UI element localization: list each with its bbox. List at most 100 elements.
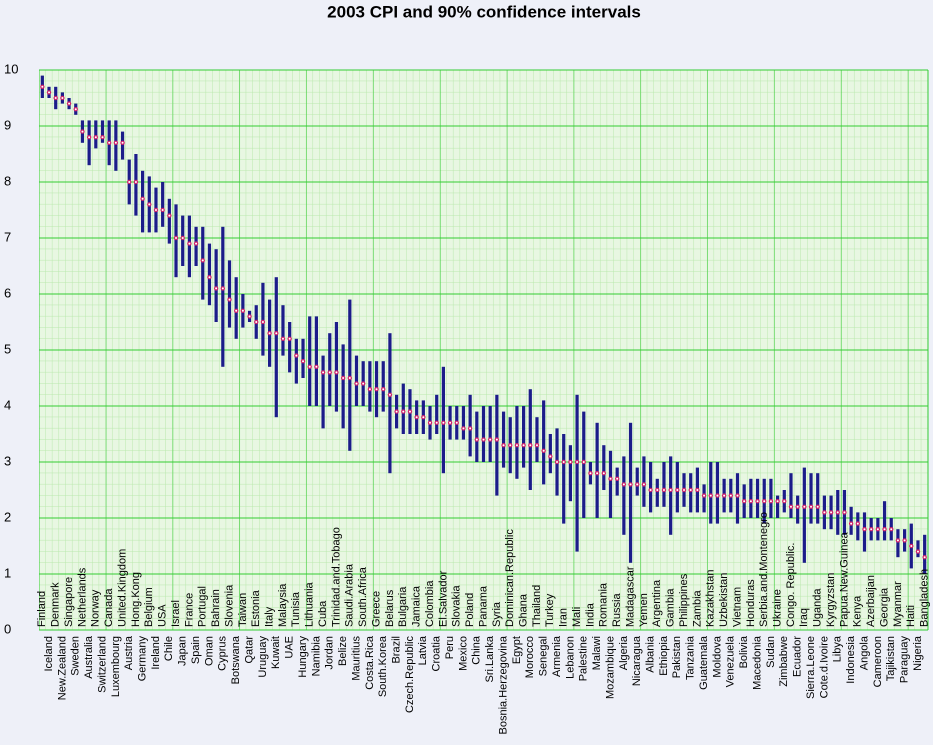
x-tick-label: Ghana bbox=[518, 593, 530, 627]
x-tick-label: Namibia bbox=[310, 635, 322, 676]
cpi-point bbox=[60, 95, 65, 101]
cpi-point bbox=[902, 538, 907, 543]
interval-bar bbox=[715, 462, 720, 524]
cpi-point bbox=[233, 308, 239, 313]
interval-bar bbox=[201, 226, 205, 300]
interval-bar bbox=[167, 198, 171, 244]
x-tick-label: Armenia bbox=[551, 635, 563, 677]
cpi-point bbox=[120, 140, 125, 145]
interval-bar bbox=[261, 282, 265, 356]
interval-bar bbox=[769, 478, 773, 518]
x-tick-label: Egypt bbox=[511, 636, 523, 664]
interval-bar bbox=[582, 411, 586, 518]
cpi-point bbox=[360, 381, 366, 386]
x-tick-label: Tunisia bbox=[290, 591, 302, 627]
x-tick-label: Czech.Republic bbox=[404, 636, 416, 714]
cpi-point bbox=[614, 476, 620, 481]
x-tick-label: Tajikistan bbox=[885, 636, 897, 681]
interval-bar bbox=[288, 322, 292, 373]
cpi-point bbox=[721, 493, 727, 498]
cpi-point bbox=[200, 258, 205, 263]
x-tick-label: China bbox=[471, 635, 483, 665]
cpi-point bbox=[381, 387, 386, 392]
x-tick-label: Belgium bbox=[143, 587, 155, 627]
cpi-point bbox=[207, 275, 212, 280]
cpi-point bbox=[708, 493, 713, 498]
cpi-point bbox=[889, 527, 894, 532]
cpi-point bbox=[133, 179, 139, 185]
cpi-point bbox=[895, 538, 901, 543]
interval-bar bbox=[882, 501, 887, 541]
interval-bar bbox=[435, 394, 439, 434]
cpi-point bbox=[227, 297, 232, 302]
cpi-point bbox=[80, 129, 85, 134]
x-tick-label: Luxembourg bbox=[110, 636, 122, 697]
y-tick-label: 1 bbox=[4, 565, 11, 580]
interval-bar bbox=[862, 512, 867, 552]
interval-bar bbox=[321, 355, 325, 429]
cpi-point bbox=[848, 521, 854, 526]
y-tick-label: 0 bbox=[4, 621, 11, 636]
x-tick-label: Macedonia bbox=[751, 635, 763, 690]
x-tick-label: Thailand bbox=[531, 585, 543, 627]
cpi-point bbox=[240, 308, 246, 313]
cpi-point bbox=[46, 90, 52, 95]
interval-bar bbox=[602, 445, 606, 490]
x-tick-label: Algeria bbox=[618, 635, 630, 670]
y-tick-label: 9 bbox=[4, 117, 11, 132]
cpi-point bbox=[548, 454, 553, 459]
cpi-point bbox=[868, 527, 874, 532]
x-tick-label: Latvia bbox=[417, 635, 429, 665]
cpi-point bbox=[762, 499, 767, 504]
cpi-point bbox=[173, 235, 179, 241]
x-tick-label: Germany bbox=[137, 636, 149, 682]
x-tick-label: Romania bbox=[598, 582, 610, 627]
cpi-point bbox=[407, 409, 413, 414]
x-tick-label: Oman bbox=[203, 636, 215, 666]
x-tick-label: Russia bbox=[611, 592, 623, 627]
cpi-point bbox=[828, 510, 834, 515]
cpi-point bbox=[414, 415, 419, 420]
x-tick-label: India bbox=[584, 602, 596, 627]
interval-bar bbox=[923, 534, 927, 574]
x-tick-label: Netherlands bbox=[76, 567, 88, 627]
interval-bar bbox=[354, 355, 359, 406]
interval-bar bbox=[100, 120, 105, 143]
x-tick-label: USA bbox=[157, 604, 169, 627]
x-tick-label: Libya bbox=[832, 635, 844, 662]
interval-bar bbox=[401, 383, 405, 434]
x-tick-label: Sierra.Leone bbox=[805, 636, 817, 699]
x-tick-label: Sudan bbox=[765, 636, 777, 668]
x-tick-label: Madagascar bbox=[624, 566, 636, 627]
cpi-point bbox=[434, 420, 439, 425]
x-tick-label: South.Korea bbox=[377, 635, 389, 697]
cpi-point bbox=[387, 392, 393, 397]
x-tick-label: Mauritius bbox=[350, 636, 362, 681]
cpi-point bbox=[802, 504, 807, 509]
cpi-point bbox=[788, 504, 794, 509]
cpi-point bbox=[909, 543, 914, 549]
cpi-point bbox=[822, 510, 827, 515]
x-tick-label: Slovenia bbox=[223, 584, 235, 627]
cpi-point bbox=[621, 482, 627, 487]
x-tick-label: Turkey bbox=[544, 593, 556, 627]
x-tick-label: Singapore bbox=[63, 577, 75, 627]
x-tick-label: Spain bbox=[190, 636, 202, 664]
x-tick-label: Syria bbox=[491, 601, 503, 627]
x-tick-label: Jamaica bbox=[411, 585, 423, 627]
interval-bar bbox=[234, 277, 238, 339]
x-tick-label: Italy bbox=[264, 606, 276, 627]
interval-bar bbox=[548, 434, 552, 474]
interval-bar bbox=[789, 473, 793, 518]
x-tick-label: Estonia bbox=[250, 589, 262, 627]
cpi-point bbox=[487, 437, 493, 442]
cpi-point bbox=[334, 370, 339, 375]
cpi-point bbox=[294, 353, 299, 358]
cpi-point bbox=[374, 387, 379, 392]
x-tick-label: Kenya bbox=[852, 595, 864, 627]
cpi-point bbox=[715, 493, 720, 498]
x-tick-label: Congo. Republic. bbox=[785, 543, 797, 627]
interval-bar bbox=[294, 338, 298, 384]
interval-bar bbox=[849, 506, 853, 535]
x-tick-label: Costa.Rica bbox=[364, 635, 376, 690]
